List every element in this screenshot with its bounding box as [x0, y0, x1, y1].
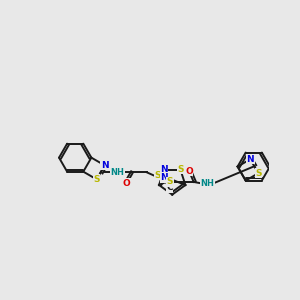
Text: O: O [123, 178, 131, 188]
Text: NH: NH [111, 168, 124, 177]
Text: O: O [185, 167, 193, 176]
Text: N: N [160, 165, 168, 174]
Text: S: S [167, 178, 173, 187]
Text: N: N [246, 155, 254, 164]
Text: N: N [101, 161, 109, 170]
Text: S: S [154, 171, 161, 180]
Text: C: C [166, 183, 173, 192]
Text: S: S [177, 165, 184, 174]
Text: S: S [93, 175, 100, 184]
Text: N: N [160, 173, 168, 182]
Text: NH: NH [201, 179, 214, 188]
Text: S: S [255, 169, 262, 178]
